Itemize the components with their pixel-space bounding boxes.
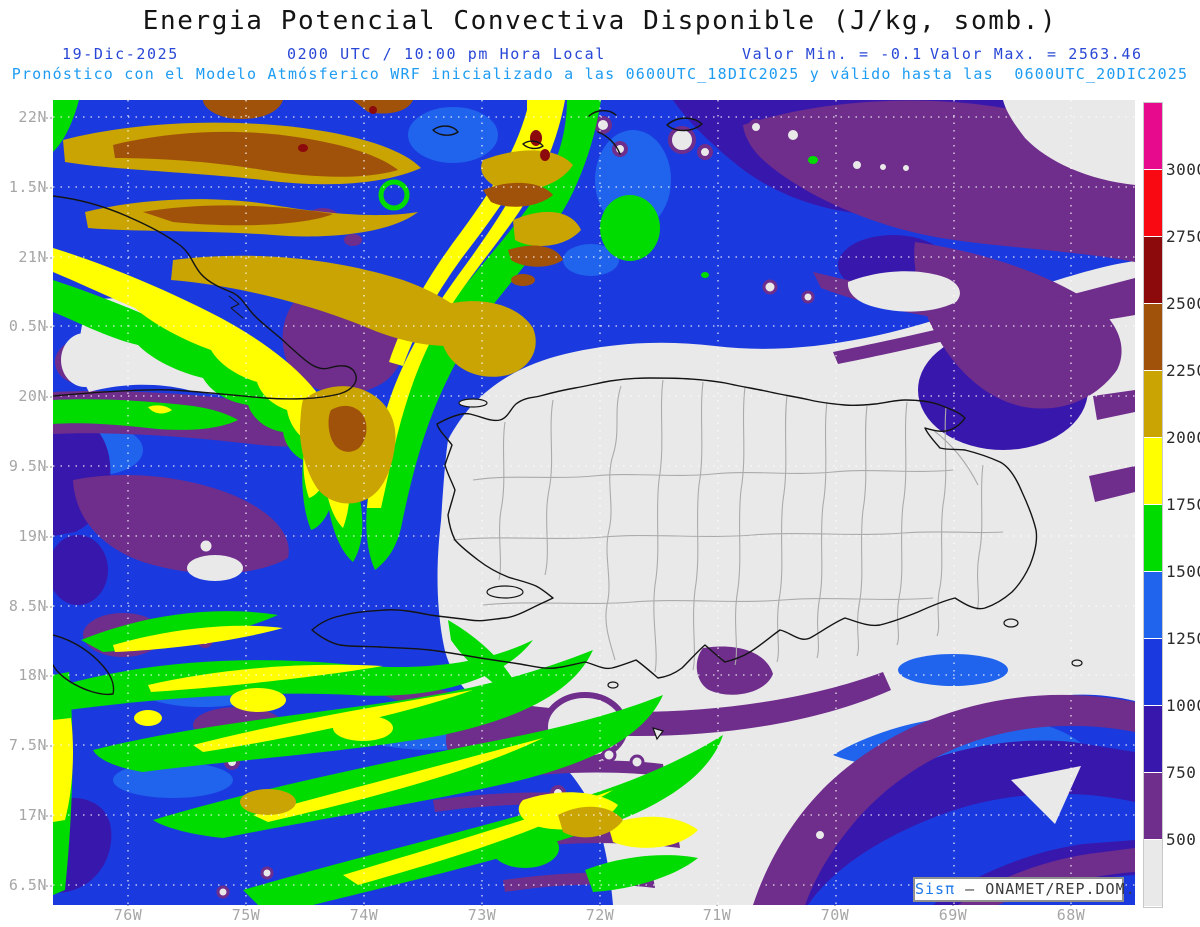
- colorbar-segment: [1144, 639, 1162, 706]
- x-tick-label: 72W: [585, 906, 615, 924]
- island-tortuga: [458, 398, 488, 408]
- coastlines: [52, 109, 1083, 741]
- y-tick-label: 18N: [18, 666, 47, 684]
- coastline-hispaniola: [311, 377, 1038, 679]
- value-min-label: Valor Min. = -0.1: [742, 45, 923, 63]
- coastline-jamaica: [52, 634, 115, 696]
- colorbar-segment: [1144, 572, 1162, 639]
- y-tick-label: 0.5N: [8, 317, 47, 335]
- forecast-date: 19-Dic-2025: [62, 45, 179, 63]
- y-gridline-stub: [33, 117, 52, 119]
- colorbar-segment: [1144, 505, 1162, 572]
- forecast-time: 0200 UTC / 10:00 pm Hora Local: [287, 45, 606, 63]
- colorbar-segment: [1144, 773, 1162, 840]
- y-tick-label: 1.5N: [8, 178, 47, 196]
- colorbar: [1143, 102, 1163, 908]
- watermark-box: Sisπ – ONAMET/REP.DOM.: [913, 877, 1135, 902]
- x-tick-label: 68W: [1056, 906, 1086, 924]
- y-tick-label: 7.5N: [8, 736, 47, 754]
- gridlines: [53, 100, 1135, 905]
- y-gridline-stub: [33, 536, 52, 538]
- y-tick-label: 22N: [18, 108, 47, 126]
- coastline-cuba: [52, 195, 357, 400]
- colorbar-tick-label: 750: [1166, 763, 1197, 782]
- colorbar-tick-label: 1500: [1166, 562, 1200, 581]
- x-tick-label: 76W: [113, 906, 143, 924]
- colorbar-tick-label: 1750: [1166, 495, 1200, 514]
- colorbar-segment: [1144, 371, 1162, 438]
- y-tick-label: 20N: [18, 387, 47, 405]
- y-gridline-stub: [33, 885, 52, 887]
- colorbar-tick-label: 2500: [1166, 294, 1200, 313]
- colorbar-tick-label: 2000: [1166, 428, 1200, 447]
- x-tick-label: 74W: [349, 906, 379, 924]
- page-title: Energia Potencial Convectiva Disponible …: [142, 6, 1058, 36]
- island-beata: [652, 727, 664, 741]
- x-tick-label: 73W: [467, 906, 497, 924]
- province-borders: [452, 379, 1004, 673]
- y-tick-label: 21N: [18, 248, 47, 266]
- y-gridline-stub: [33, 815, 52, 817]
- x-tick-label: 69W: [938, 906, 968, 924]
- y-gridline-stub: [33, 257, 52, 259]
- island-saona: [1003, 618, 1019, 628]
- colorbar-tick-label: 1000: [1166, 696, 1200, 715]
- colorbar-segment: [1144, 304, 1162, 371]
- x-tick-label: 75W: [231, 906, 261, 924]
- watermark-brand: Sisπ: [915, 880, 956, 898]
- cape-map-svg: [48, 100, 1135, 905]
- colorbar-segment: [1144, 103, 1162, 170]
- colorbar-tick-label: 2250: [1166, 361, 1200, 380]
- y-gridline-stub: [33, 326, 52, 328]
- colorbar-segment: [1144, 237, 1162, 304]
- colorbar-tick-label: 500: [1166, 830, 1197, 849]
- x-tick-label: 70W: [820, 906, 850, 924]
- y-tick-label: 19N: [18, 527, 47, 545]
- colorbar-tick-label: 3000: [1166, 160, 1200, 179]
- colorbar-tick-label: 1250: [1166, 629, 1200, 648]
- watermark-org: – ONAMET/REP.DOM.: [955, 880, 1136, 898]
- colorbar-segment: [1144, 170, 1162, 237]
- cape-map: [48, 100, 1135, 905]
- colorbar-segment: [1144, 438, 1162, 505]
- y-gridline-stub: [33, 187, 52, 189]
- value-max-label: Valor Max. = 2563.46: [930, 45, 1143, 63]
- y-gridline-stub: [33, 466, 52, 468]
- y-tick-label: 6.5N: [8, 876, 47, 894]
- colorbar-segment: [1144, 840, 1162, 907]
- island-gonave: [486, 585, 524, 599]
- model-init-line: Pronóstico con el Modelo Atmósferico WRF…: [11, 65, 1189, 83]
- cape-field-layer: [48, 100, 1135, 905]
- y-gridline-stub: [33, 675, 52, 677]
- colorbar-tick-label: 2750: [1166, 227, 1200, 246]
- y-gridline-stub: [33, 606, 52, 608]
- x-tick-label: 71W: [702, 906, 732, 924]
- y-tick-label: 17N: [18, 806, 47, 824]
- colorbar-segment: [1144, 706, 1162, 773]
- y-gridline-stub: [33, 396, 52, 398]
- y-tick-label: 8.5N: [8, 597, 47, 615]
- y-gridline-stub: [33, 745, 52, 747]
- y-tick-label: 9.5N: [8, 457, 47, 475]
